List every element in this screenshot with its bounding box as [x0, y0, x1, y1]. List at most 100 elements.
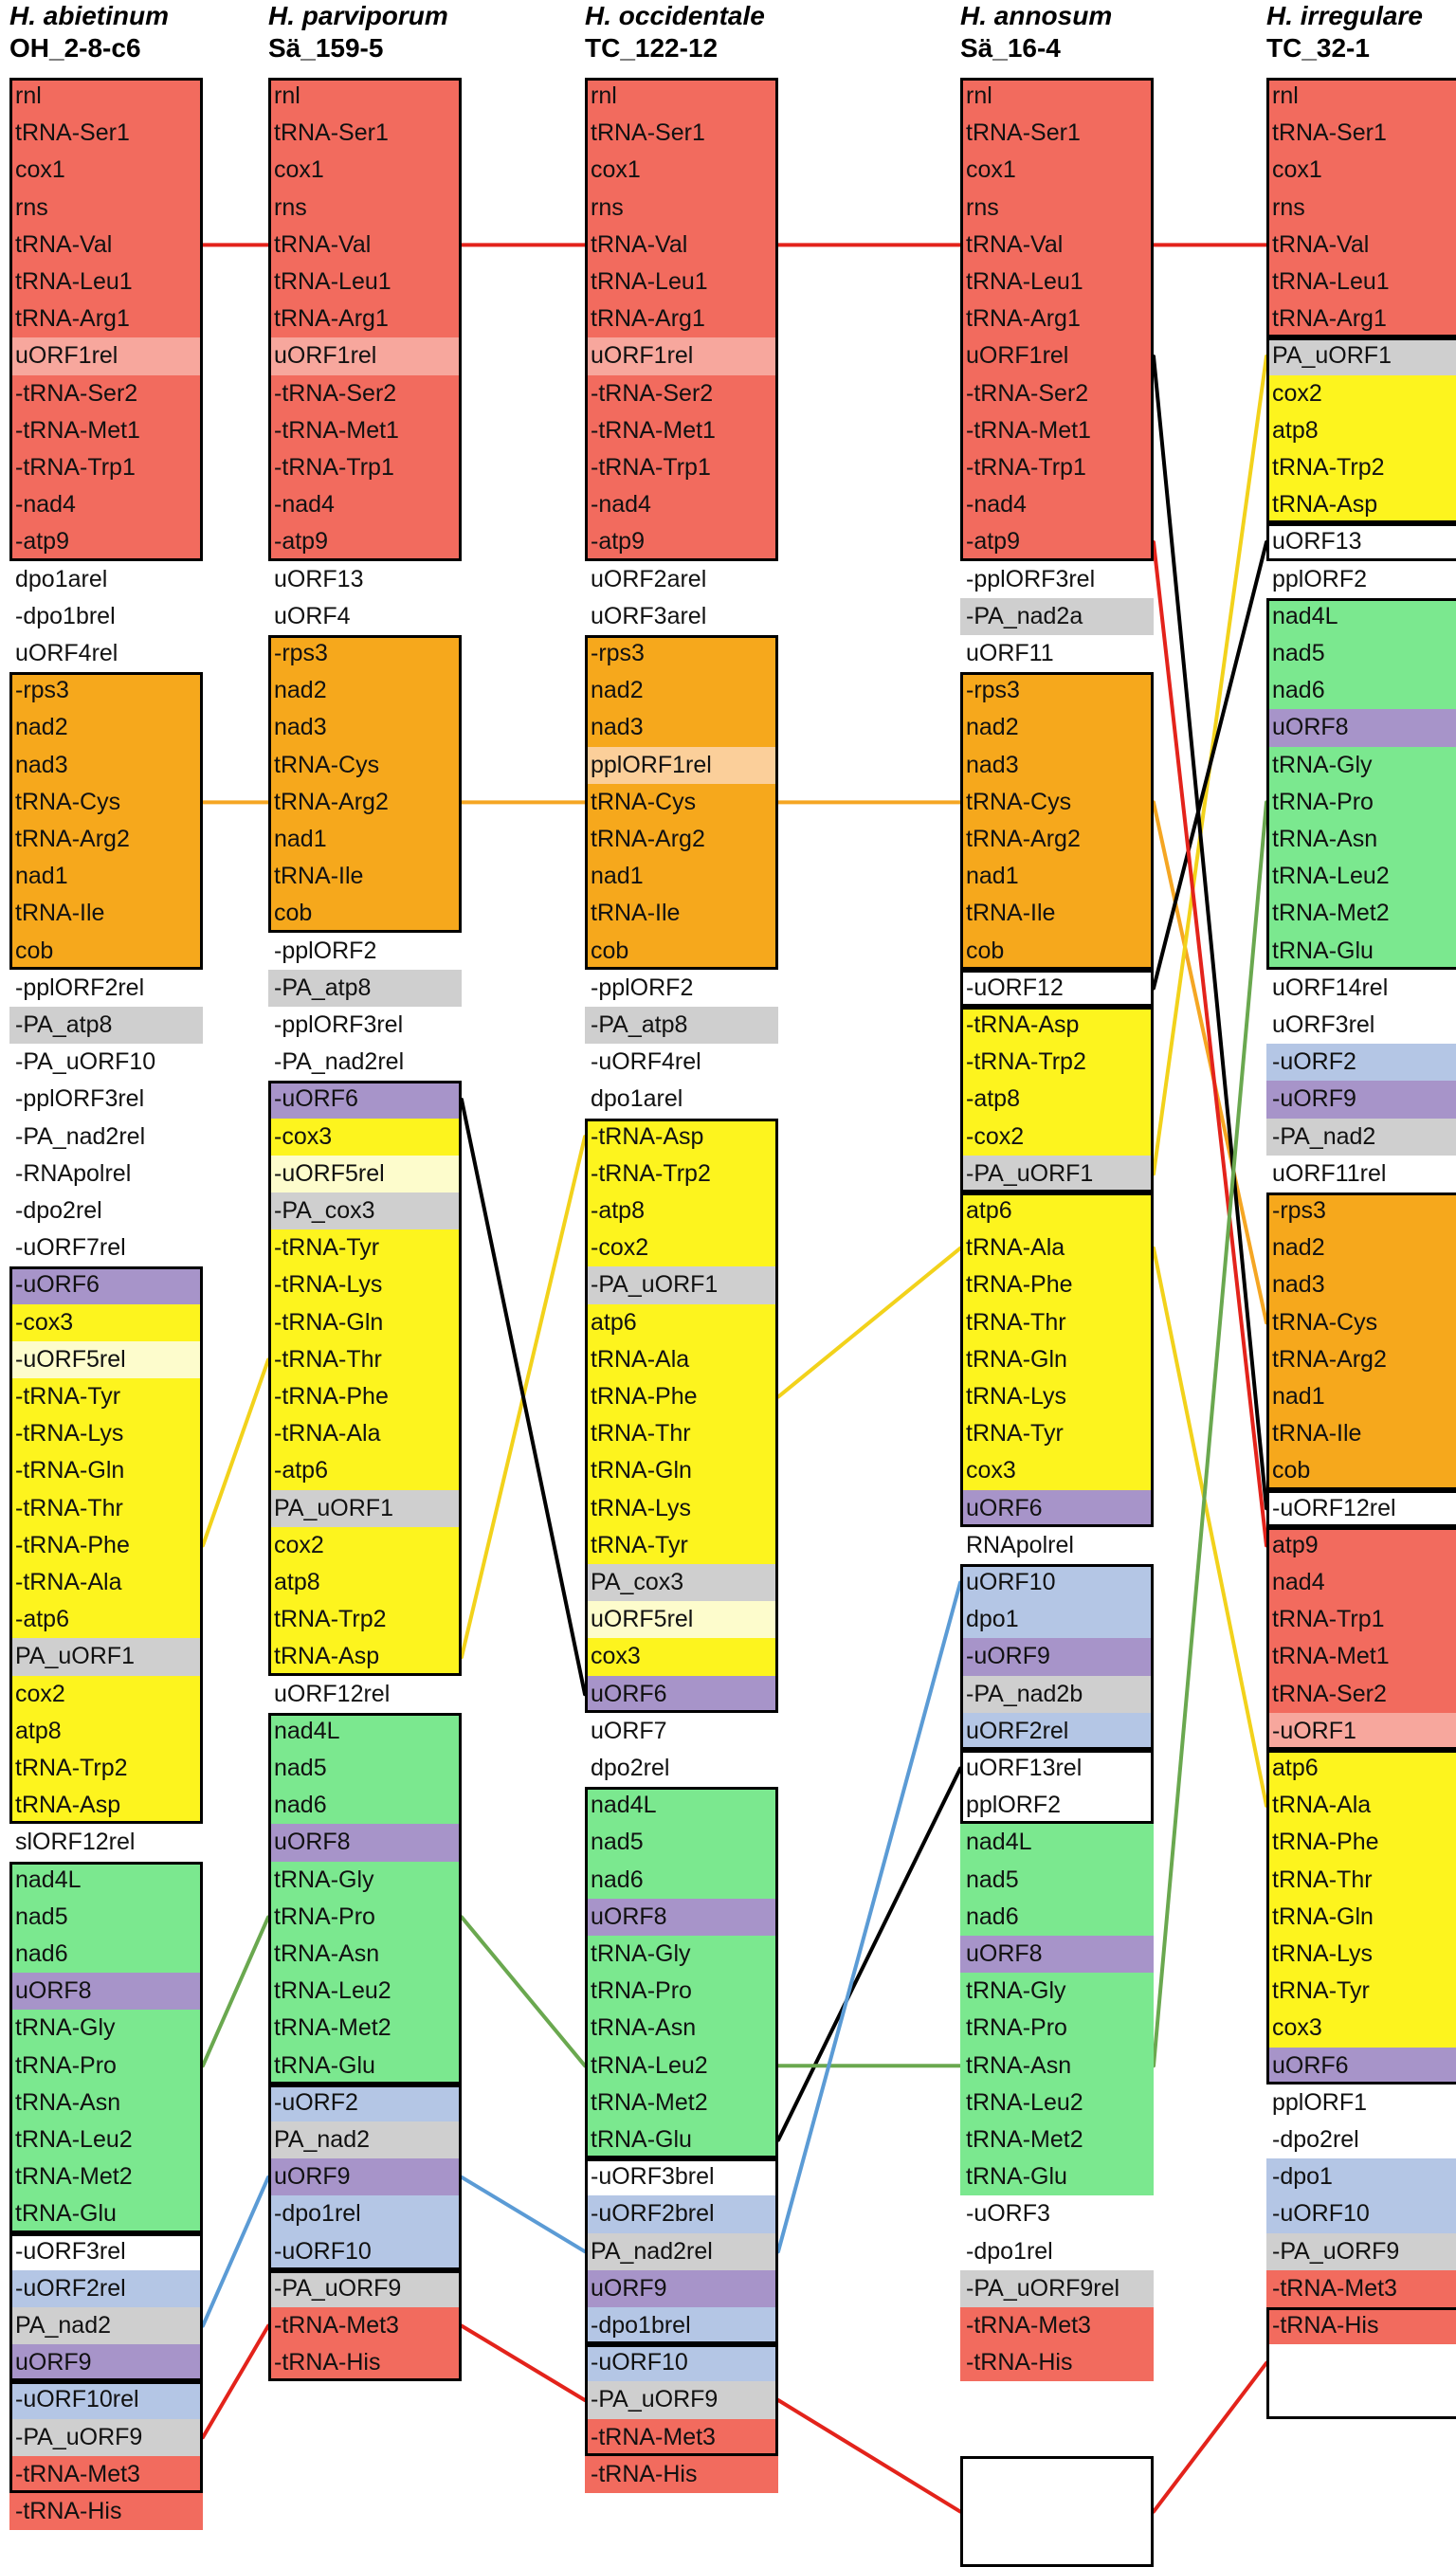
gene-label: tRNA-Ser1	[1266, 115, 1456, 153]
gene-label: -rps3	[960, 672, 1154, 710]
gene-label: nad3	[960, 746, 1154, 784]
gene-label: atp8	[9, 1712, 203, 1750]
gene-label: -PA_atp8	[268, 969, 462, 1007]
gene-label: atp8	[268, 1564, 462, 1602]
gene-label: PA_uORF1	[268, 1489, 462, 1527]
synteny-link	[1152, 800, 1268, 1325]
gene-label: -tRNA-Lys	[9, 1415, 203, 1453]
gene-label: tRNA-Val	[268, 226, 462, 264]
gene-label: cox2	[268, 1526, 462, 1564]
gene-label: -PA_cox3	[268, 1192, 462, 1230]
species-name: H. annosum	[960, 1, 1113, 30]
gene-label: uORF9	[585, 2269, 778, 2307]
gene-label: nad4L	[960, 1824, 1154, 1862]
gene-label: -tRNA-His	[960, 2344, 1154, 2382]
gene-label: -uORF3rel	[9, 2232, 203, 2270]
gene-label: cox1	[9, 152, 203, 190]
synteny-link	[201, 2175, 270, 2328]
gene-label: uORF2arel	[585, 560, 778, 598]
gene-label: uORF8	[585, 1898, 778, 1936]
genome-column: H. occidentale TC_122-12 rnl tRNA-Ser1 cox1 r…	[585, 0, 778, 2493]
gene-label: tRNA-Leu1	[1266, 264, 1456, 301]
gene-label: tRNA-Val	[1266, 226, 1456, 264]
gene-label: -tRNA-Trp1	[268, 449, 462, 487]
gene-label: -dpo2rel	[1266, 2121, 1456, 2159]
gene-label: -tRNA-Phe	[268, 1378, 462, 1416]
gene-label: nad1	[1266, 1378, 1456, 1416]
gene-label: nad5	[268, 1750, 462, 1788]
gene-label: -uORF5rel	[9, 1340, 203, 1378]
gene-label: -uORF12rel	[1266, 1489, 1456, 1527]
gene-label: nad4L	[1266, 597, 1456, 635]
gene-label: slORF12rel	[9, 1824, 203, 1862]
gene-label: pplORF1	[1266, 2084, 1456, 2121]
gene-label: tRNA-Ala	[1266, 1787, 1456, 1825]
gene-label: -nad4	[585, 486, 778, 524]
column-header: H. abietinum OH_2-8-c6	[9, 0, 203, 76]
gene-label: uORF11rel	[1266, 1155, 1456, 1192]
gene-label: tRNA-Thr	[1266, 1861, 1456, 1899]
gene-label: -atp8	[585, 1192, 778, 1230]
gene-label: -tRNA-Asp	[960, 1007, 1154, 1045]
species-name: H. irregulare	[1266, 1, 1423, 30]
strain-name: Sä_16-4	[960, 33, 1061, 63]
gene-label: -PA_uORF1	[585, 1266, 778, 1304]
gene-label: nad1	[9, 858, 203, 896]
gene-label: -tRNA-Trp1	[585, 449, 778, 487]
species-name: H. abietinum	[9, 1, 170, 30]
synteny-link	[460, 1098, 587, 1697]
gene-label: nad4L	[268, 1712, 462, 1750]
gene-label: -tRNA-Asp	[585, 1118, 778, 1156]
gene-label: pplORF2	[1266, 560, 1456, 598]
gene-label: tRNA-Leu1	[585, 264, 778, 301]
gene-label: uORF7	[585, 1712, 778, 1750]
gene-label: tRNA-Arg2	[1266, 1340, 1456, 1378]
genome-column: H. irregulare TC_32-1 rnl tRNA-Ser1 cox1 rns t…	[1266, 0, 1456, 2419]
gene-label: -tRNA-Ala	[9, 1564, 203, 1602]
gene-label: -uORF3brel	[585, 2158, 778, 2196]
gene-label: -atp9	[9, 523, 203, 561]
gene-label: -PA_nad2a	[960, 597, 1154, 635]
gene-label: -uORF10	[268, 2232, 462, 2270]
gene-label: tRNA-Thr	[960, 1303, 1154, 1341]
gene-label: -tRNA-Thr	[9, 1489, 203, 1527]
gene-label: tRNA-Pro	[268, 1898, 462, 1936]
gene-label: tRNA-Leu1	[268, 264, 462, 301]
gene-label: uORF10	[960, 1564, 1154, 1602]
gene-label: nad5	[1266, 635, 1456, 673]
gene-label: dpo1arel	[585, 1081, 778, 1119]
gene-label: -tRNA-Lys	[268, 1266, 462, 1304]
gene-label: tRNA-Phe	[960, 1266, 1154, 1304]
gene-label: -pplORF2	[268, 932, 462, 970]
gene-label: cob	[268, 895, 462, 933]
gene-label: uORF1rel	[9, 337, 203, 375]
gene-label: -pplORF2rel	[9, 969, 203, 1007]
gene-label: tRNA-Cys	[1266, 1303, 1456, 1341]
gene-label: cox1	[585, 152, 778, 190]
gene-label: rnl	[1266, 78, 1456, 116]
gene-label: nad3	[1266, 1266, 1456, 1304]
synteny-link	[1152, 1246, 1268, 1808]
gene-label: tRNA-Pro	[960, 2010, 1154, 2048]
gene-label: -uORF6	[9, 1266, 203, 1304]
gene-label: tRNA-Pro	[1266, 783, 1456, 821]
gene-label: cox3	[960, 1452, 1154, 1490]
gene-label: -uORF5rel	[268, 1155, 462, 1192]
gene-label: cox1	[268, 152, 462, 190]
gene-label: tRNA-Gln	[960, 1340, 1154, 1378]
gene-label: -uORF2	[1266, 1044, 1456, 1082]
gene-label: tRNA-Gly	[1266, 746, 1456, 784]
gene-label: -uORF2	[268, 2084, 462, 2121]
genome-column: H. parviporum Sä_159-5 rnl tRNA-Ser1 cox1 rns…	[268, 0, 462, 2382]
gene-label: tRNA-Trp2	[268, 1601, 462, 1639]
gene-label: tRNA-Arg2	[585, 821, 778, 859]
gene-label: tRNA-Gly	[585, 1936, 778, 1974]
gene-label: uORF3arel	[585, 597, 778, 635]
gene-label: -tRNA-Ser2	[585, 374, 778, 412]
gene-label: -RNApolrel	[9, 1155, 203, 1192]
gene-label: tRNA-Met2	[960, 2121, 1154, 2159]
gene-label: tRNA-Phe	[1266, 1824, 1456, 1862]
column-header: H. irregulare TC_32-1	[1266, 0, 1456, 76]
gene-label: tRNA-Ala	[585, 1340, 778, 1378]
gene-label: -tRNA-Met1	[9, 411, 203, 449]
